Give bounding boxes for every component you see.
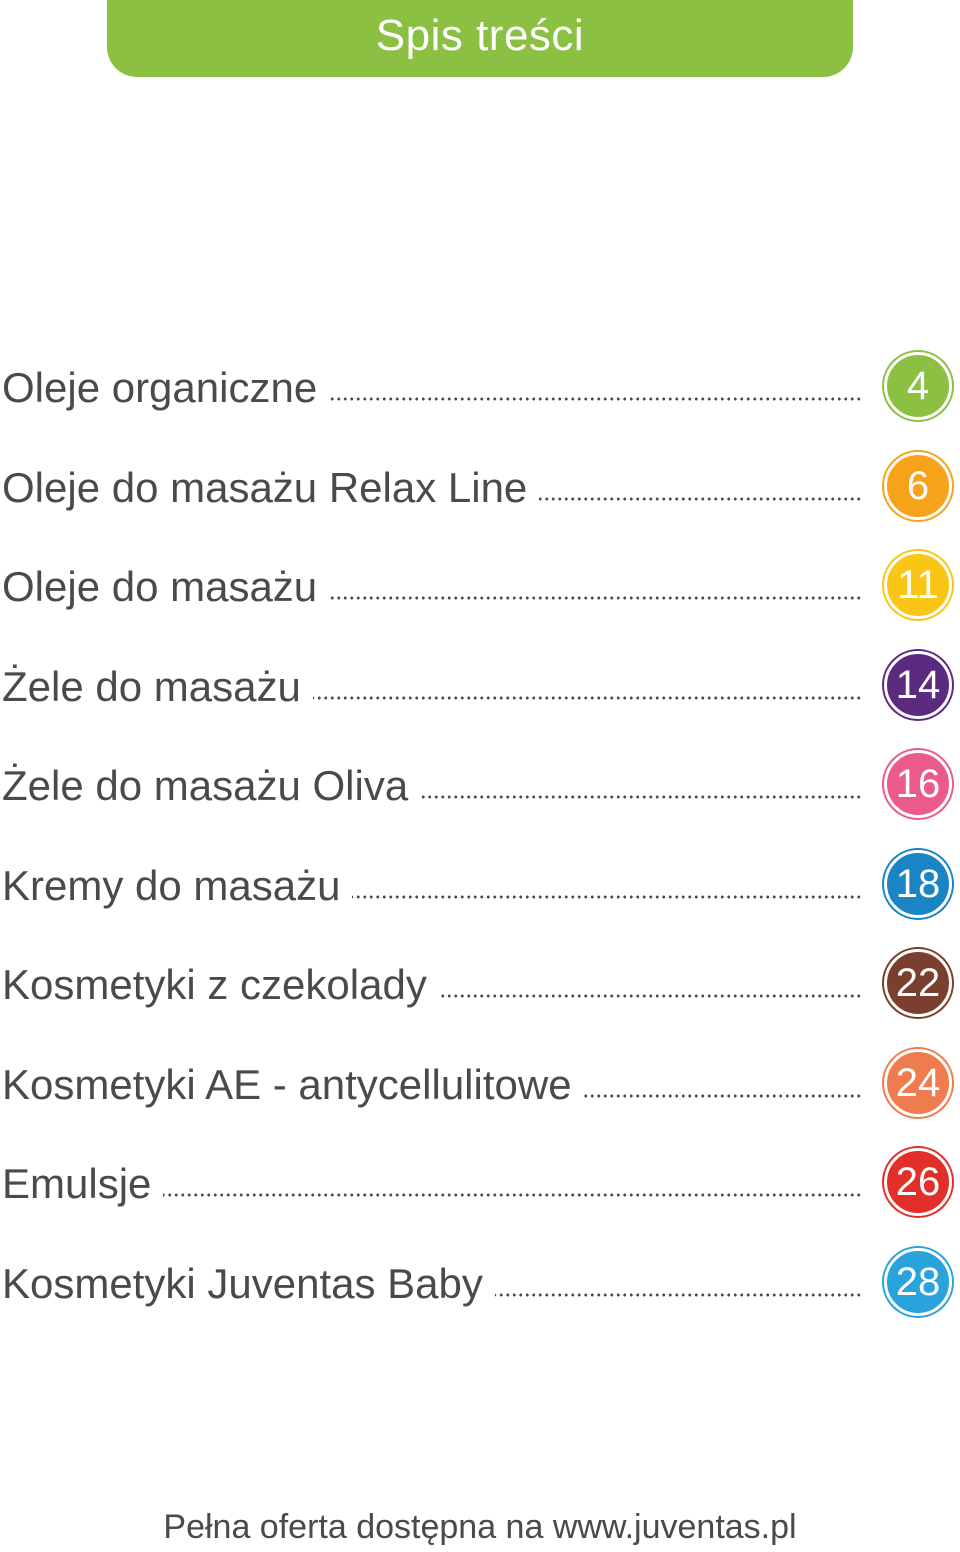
toc-page-badge: 18: [884, 849, 952, 918]
toc-dot-leader: [2, 795, 862, 799]
toc-row[interactable]: Kosmetyki AE - antycellulitowe 24: [0, 1035, 960, 1135]
toc-row[interactable]: Kremy do masażu 18: [0, 836, 960, 936]
toc-dot-leader: [2, 1193, 862, 1197]
toc-row[interactable]: Kosmetyki z czekolady 22: [0, 935, 960, 1035]
toc-title: Kosmetyki Juventas Baby: [2, 1253, 495, 1314]
toc-page-badge: 4: [884, 352, 952, 420]
toc-row[interactable]: Oleje organiczne 4: [0, 338, 960, 438]
toc-row[interactable]: Kosmetyki Juventas Baby 28: [0, 1234, 960, 1334]
toc-title: Żele do masażu Oliva: [2, 756, 421, 816]
toc-title: Kremy do masażu: [2, 855, 353, 916]
toc-page-badge: 6: [884, 451, 952, 520]
toc-page-badge: 16: [884, 750, 952, 818]
toc-row[interactable]: Oleje do masażu 11: [0, 537, 960, 637]
toc-row[interactable]: Żele do masażu Oliva 16: [0, 736, 960, 836]
toc-page-badge: 11: [884, 551, 952, 619]
toc-page-badge: 28: [884, 1247, 952, 1316]
page-title: Spis treści: [375, 10, 585, 60]
toc-row[interactable]: Oleje do masażu Relax Line 6: [0, 438, 960, 538]
header-tab: Spis treści: [107, 0, 853, 77]
toc-title: Kosmetyki AE - antycellulitowe: [2, 1054, 584, 1115]
toc-dot-leader: [2, 894, 862, 899]
table-of-contents: Oleje organiczne 4 Oleje do masażu Relax…: [0, 338, 960, 1333]
toc-page-badge: 14: [884, 650, 952, 719]
toc-title: Oleje do masażu Relax Line: [2, 457, 540, 518]
toc-title: Oleje organiczne: [2, 358, 330, 418]
toc-title: Kosmetyki z czekolady: [2, 955, 439, 1015]
toc-row[interactable]: Żele do masażu 14: [0, 637, 960, 737]
toc-title: Oleje do masażu: [2, 557, 330, 617]
toc-dot-leader: [2, 695, 862, 700]
toc-page-badge: 22: [884, 949, 952, 1017]
footer-note: Pełna oferta dostępna na www.juventas.pl: [163, 1508, 797, 1546]
toc-page-badge: 24: [884, 1048, 952, 1117]
toc-dot-leader: [2, 596, 862, 600]
toc-title: Emulsje: [2, 1154, 164, 1214]
toc-row[interactable]: Emulsje 26: [0, 1134, 960, 1234]
toc-page-badge: 26: [884, 1148, 952, 1216]
toc-dot-leader: [2, 397, 862, 401]
toc-title: Żele do masażu: [2, 656, 313, 717]
